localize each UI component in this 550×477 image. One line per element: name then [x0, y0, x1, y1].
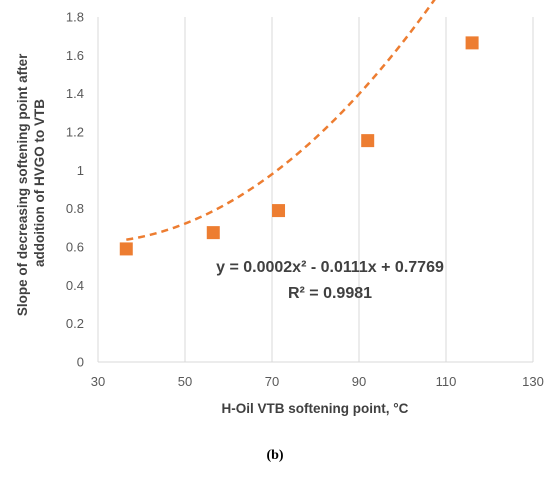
data-point-marker — [361, 134, 375, 148]
data-points — [119, 36, 479, 256]
x-tick-label: 110 — [436, 374, 457, 389]
y-tick-label: 0.4 — [66, 278, 84, 293]
y-tick-label: 1.8 — [66, 10, 84, 25]
y-tick-label: 0.2 — [66, 316, 84, 331]
y-tick-label: 0.8 — [66, 201, 84, 216]
trendline — [126, 0, 436, 241]
y-tick-label: 0 — [77, 355, 84, 370]
x-tick-label: 30 — [91, 374, 105, 389]
y-tick-label: 1 — [77, 163, 84, 178]
panel-label: (b) — [266, 448, 284, 463]
y-tick-label: 1.4 — [66, 86, 84, 101]
axes — [97, 17, 533, 363]
y-axis-label: Slope of decreasing softening point afte… — [15, 50, 47, 316]
y-axis-label-line1: Slope of decreasing softening point afte… — [15, 53, 30, 316]
chart: 30 50 70 90 110 130 0 0.2 0.4 0.6 0.8 1 1.2 1.4 1.6 1.… — [0, 0, 550, 440]
y-tick-label: 0.6 — [66, 240, 84, 255]
trendline-r-squared: R² = 0.9981 — [288, 285, 372, 302]
x-tick-label: 90 — [352, 374, 366, 389]
y-tick-label: 1.2 — [66, 125, 84, 140]
y-tick-label: 1.6 — [66, 48, 84, 63]
y-tick-labels: 0 0.2 0.4 0.6 0.8 1 1.2 1.4 1.6 1.8 — [66, 10, 84, 370]
trendline-equation: y = 0.0002x² - 0.0111x + 0.7769 — [216, 259, 444, 276]
y-axis-label-line2: addoition of HVGO to VTB — [32, 99, 47, 267]
x-tick-label: 130 — [522, 374, 544, 389]
data-point-marker — [206, 226, 220, 240]
x-tick-label: 50 — [178, 374, 192, 389]
x-tick-labels: 30 50 70 90 110 130 — [91, 374, 544, 389]
x-tick-label: 70 — [265, 374, 279, 389]
chart-background — [0, 0, 550, 440]
data-point-marker — [272, 204, 286, 218]
data-point-marker — [465, 36, 479, 50]
x-axis-label: H-Oil VTB softening point, °C — [222, 401, 409, 416]
data-point-marker — [119, 242, 133, 256]
